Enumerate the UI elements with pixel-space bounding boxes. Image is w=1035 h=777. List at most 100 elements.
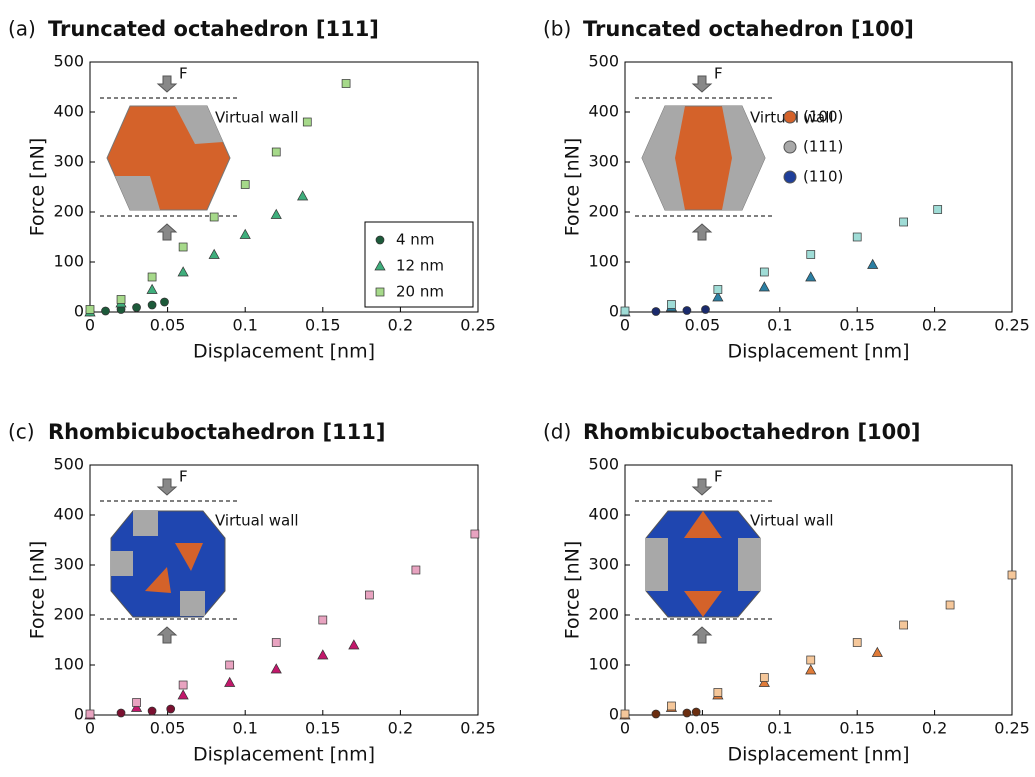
x-tick-label: 0.1 [232, 719, 257, 738]
facet [133, 511, 158, 536]
x-tick-label: 0.05 [150, 719, 186, 738]
marker-square [178, 680, 188, 690]
marker-triangle [758, 676, 770, 687]
panel-label: (c) [8, 420, 35, 444]
y-tick-label: 200 [53, 605, 84, 624]
arrow-up [691, 223, 713, 241]
marker-triangle [297, 190, 309, 201]
marker-circle [651, 307, 661, 316]
x-tick-label: 0.2 [388, 719, 413, 738]
y-tick-label: 200 [53, 202, 84, 221]
marker-square [933, 205, 943, 214]
wall-label: Virtual wall [750, 512, 834, 530]
marker-circle [375, 235, 385, 245]
marker-square [667, 300, 676, 309]
marker-triangle [871, 646, 883, 657]
plot-frame [89, 61, 479, 313]
y-tick-label: 100 [53, 655, 84, 674]
facet [642, 106, 685, 158]
force-label: F [179, 468, 188, 486]
marker-triangle [712, 291, 724, 302]
legend-label: 20 nm [396, 283, 444, 301]
arrow-up [156, 626, 178, 644]
arrow-up [156, 223, 178, 241]
x-tick-label: 0 [620, 719, 630, 738]
marker-square [620, 709, 630, 719]
facet-swatch [783, 110, 797, 124]
marker-square [318, 615, 328, 625]
marker-circle [147, 300, 157, 310]
facet [175, 543, 203, 571]
x-tick-label: 0.2 [388, 316, 413, 335]
marker-square [470, 529, 480, 539]
facet [180, 591, 205, 616]
marker-triangle [270, 663, 282, 674]
marker-circle [132, 303, 141, 312]
marker-square [375, 287, 385, 297]
y-tick-label: 0 [609, 705, 619, 724]
x-axis-label: Displacement [nm] [727, 341, 909, 363]
force-label: F [714, 65, 723, 83]
marker-square [852, 638, 862, 647]
marker-triangle [374, 260, 386, 271]
facet-label: (110) [803, 168, 843, 186]
panel-label: (a) [8, 17, 36, 41]
chart-title: Truncated octahedron [111] [48, 17, 379, 41]
arrow-up [691, 626, 713, 644]
x-tick-label: 0.25 [460, 316, 496, 335]
marker-square [240, 180, 250, 189]
x-tick-label: 0.1 [767, 316, 792, 335]
x-tick-label: 0.1 [232, 316, 257, 335]
facet-label: (100) [803, 108, 843, 126]
marker-square [411, 565, 421, 575]
y-tick-label: 300 [53, 152, 84, 171]
force-label: F [179, 65, 188, 83]
y-axis-label: Force [nN] [562, 138, 584, 237]
facet [722, 106, 765, 158]
legend-label: 4 nm [396, 231, 434, 249]
marker-triangle [130, 701, 143, 712]
marker-triangle [224, 676, 236, 687]
marker-circle [101, 306, 110, 316]
facet [722, 158, 765, 210]
panel-label: (d) [543, 420, 571, 444]
marker-circle [147, 706, 157, 716]
x-axis-label: Displacement [nm] [193, 341, 375, 363]
plot-frame [624, 61, 1013, 313]
marker-square [178, 242, 188, 252]
chart-title: Rhombicuboctahedron [111] [48, 420, 385, 444]
marker-square [899, 620, 908, 630]
arrow-down [691, 478, 713, 496]
marker-square [132, 698, 141, 707]
facet [684, 591, 722, 617]
marker-circle [691, 707, 701, 717]
facet [115, 176, 160, 210]
facet [111, 551, 133, 576]
marker-triangle [805, 664, 817, 675]
y-tick-label: 500 [588, 52, 619, 71]
marker-square [147, 272, 157, 282]
y-tick-label: 300 [53, 555, 84, 574]
panel-label: (b) [543, 17, 571, 41]
facet [175, 106, 223, 144]
x-axis-label: Displacement [nm] [727, 744, 909, 766]
marker-square [85, 305, 95, 314]
x-tick-label: 0 [85, 316, 95, 335]
marker-circle [116, 708, 126, 718]
marker-triangle [270, 208, 282, 219]
x-tick-label: 0.25 [460, 719, 496, 738]
chart-title: Rhombicuboctahedron [100] [583, 420, 920, 444]
facet [646, 538, 668, 591]
marker-square [341, 79, 351, 88]
x-tick-label: 0.15 [839, 316, 875, 335]
marker-square [85, 709, 95, 719]
y-tick-label: 400 [53, 102, 84, 121]
y-tick-label: 300 [588, 555, 619, 574]
marker-square [713, 688, 723, 697]
marker-square [667, 701, 676, 711]
